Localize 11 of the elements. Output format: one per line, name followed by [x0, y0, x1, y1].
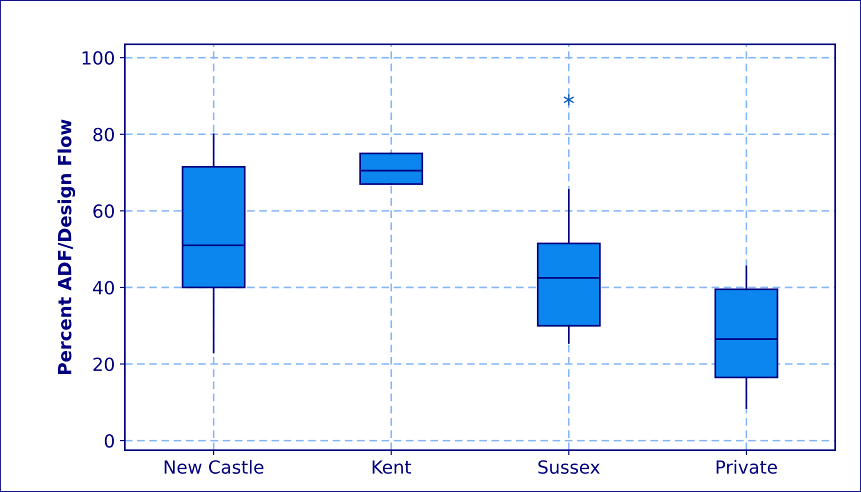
x-tick-label: Sussex — [538, 460, 600, 474]
y-tick-label: 60 — [93, 204, 114, 218]
y-tick-label: 80 — [93, 128, 114, 142]
x-tick-label: New Castle — [164, 460, 264, 474]
y-tick-label: 40 — [93, 280, 114, 295]
y-tick-label: 100 — [82, 51, 114, 65]
x-tick-label: Kent — [372, 460, 412, 474]
y-axis-title: Percent ADF/Design Flow — [57, 119, 76, 374]
x-tick-label: Private — [716, 460, 777, 474]
y-tick-label: 20 — [93, 357, 114, 372]
y-tick-label: 0 — [104, 434, 114, 448]
